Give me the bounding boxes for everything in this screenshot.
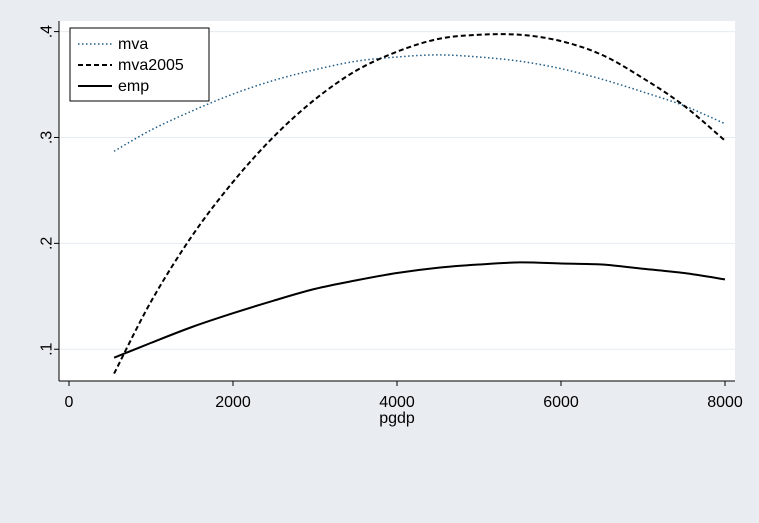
x-tick-label: 8000 xyxy=(707,394,743,411)
legend-box xyxy=(69,27,210,102)
y-tick-label: .4 xyxy=(39,25,56,38)
x-tick-label: 0 xyxy=(65,394,74,411)
x-tick-label: 4000 xyxy=(379,394,415,411)
legend-label: mva2005 xyxy=(118,57,184,74)
series-line-mva2005 xyxy=(113,33,726,375)
y-tick-label: .2 xyxy=(39,237,56,250)
series-line-emp xyxy=(113,261,726,359)
legend-label: emp xyxy=(118,78,149,95)
x-tick-label: 6000 xyxy=(543,394,579,411)
x-tick-label: 2000 xyxy=(215,394,251,411)
y-tick-label: .3 xyxy=(39,131,56,144)
ticks: .1 .2 .3 .4 0 2000 4000 6000 8000 xyxy=(39,25,743,411)
x-axis-title: pgdp xyxy=(379,410,415,427)
legend: mva mva2005 emp xyxy=(69,27,210,102)
series-line-mva xyxy=(113,54,726,152)
legend-label: mva xyxy=(118,36,148,53)
y-tick-label: .1 xyxy=(39,342,56,355)
series-lines xyxy=(113,33,726,375)
